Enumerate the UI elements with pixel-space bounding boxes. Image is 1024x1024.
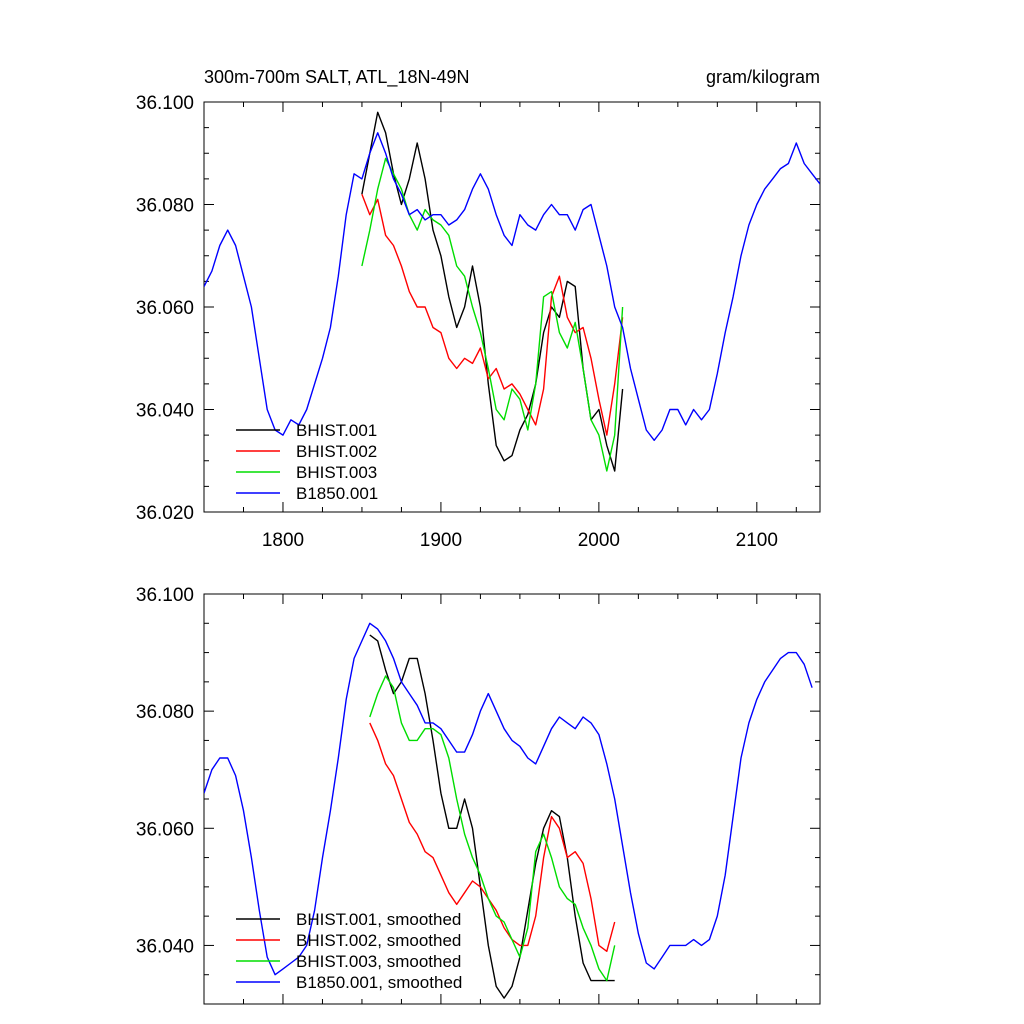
y-tick-label: 36.080 <box>136 702 194 723</box>
y-tick-label: 36.020 <box>136 503 194 524</box>
legend-label-b1850-001: B1850.001 <box>296 484 378 503</box>
series-line-bhist-003 <box>361 157 624 472</box>
series-line-bhist-001-smoothed <box>369 634 615 999</box>
y-tick-label: 36.080 <box>136 196 194 217</box>
legend-label-bhist-003: BHIST.003 <box>296 463 377 482</box>
y-tick-label: 36.060 <box>136 298 194 319</box>
legend-label-bhist-002-smoothed: BHIST.002, smoothed <box>296 931 461 950</box>
legend-label-bhist-002: BHIST.002 <box>296 442 377 461</box>
y-tick-label: 36.040 <box>136 401 194 422</box>
series-line-bhist-002 <box>361 194 624 436</box>
smoothed-salinity-panel: 36.040 36.060 36.080 36.100 BHIST.001, smoot… <box>136 585 821 1005</box>
legend-label-bhist-001: BHIST.001 <box>296 421 377 440</box>
figure-title: 300m-700m SALT, ATL_18N-49N <box>204 67 469 88</box>
series-line-bhist-002-smoothed <box>369 722 616 952</box>
x-tick-label: 1900 <box>420 530 462 551</box>
y-tick-label: 36.100 <box>136 93 194 114</box>
x-tick-label: 2100 <box>736 530 778 551</box>
series-line-bhist-003-smoothed <box>369 675 616 982</box>
legend-label-b1850-001-smoothed: B1850.001, smoothed <box>296 973 462 992</box>
y-tick-label: 36.100 <box>136 585 194 606</box>
x-tick-label: 2000 <box>578 530 620 551</box>
y-tick-label: 36.060 <box>136 819 194 840</box>
legend-label-bhist-003-smoothed: BHIST.003, smoothed <box>296 952 461 971</box>
x-tick-label: 1800 <box>262 530 304 551</box>
raw-salinity-panel: 36.020 36.040 36.060 36.080 36.100 1800 1900 20… <box>136 93 821 551</box>
series-line-b1850-001-smoothed <box>204 622 813 976</box>
legend-label-bhist-001-smoothed: BHIST.001, smoothed <box>296 910 461 929</box>
units-label: gram/kilogram <box>706 67 820 87</box>
series-line-bhist-001 <box>361 111 624 472</box>
series-line-b1850-001 <box>204 132 820 441</box>
y-tick-label: 36.040 <box>136 936 194 957</box>
